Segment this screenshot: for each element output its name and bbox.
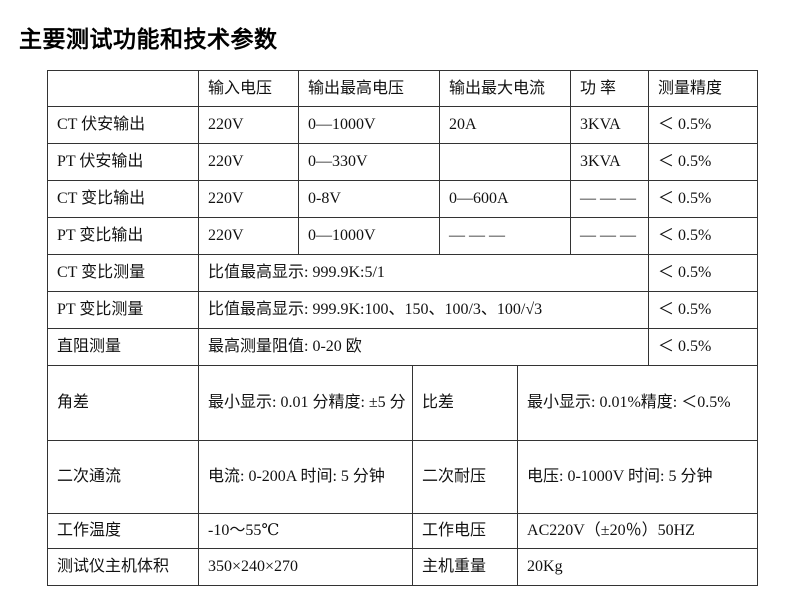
cell-max-output-current <box>439 143 572 181</box>
table-row-ct-ratio-measure: CT 变比测量 比值最高显示: 999.9K:5/1 ＜ 0.5% <box>47 254 759 292</box>
cell-value-left: 350×240×270 <box>198 548 413 586</box>
table-row-dc-resistance-measure: 直阻测量 最高测量阻值: 0-20 欧 ＜ 0.5% <box>47 328 759 366</box>
cell-accuracy: ＜ 0.5% <box>648 143 759 181</box>
row-label-right: 工作电压 <box>411 513 519 549</box>
cell-value-right: 20Kg <box>517 548 759 586</box>
row-label-right: 主机重量 <box>411 548 519 586</box>
row-label: CT 变比输出 <box>47 180 199 218</box>
header-input-voltage: 输入电压 <box>198 70 299 107</box>
cell-value-right: 最小显示: 0.01%精度: ＜0.5% <box>517 365 759 441</box>
row-label: PT 伏安输出 <box>47 143 199 181</box>
cell-value-left: 电流: 0-200A 时间: 5 分钟 <box>198 440 413 514</box>
cell-power: — — — <box>570 180 650 218</box>
row-label-left: 工作温度 <box>47 513 199 549</box>
table-row-pt-va-output: PT 伏安输出 220V 0—330V 3KVA ＜ 0.5% <box>47 143 759 181</box>
table-row-pt-ratio-output: PT 变比输出 220V 0—1000V — — — — — — ＜ 0.5% <box>47 217 759 255</box>
header-max-output-voltage: 输出最高电压 <box>297 70 441 107</box>
row-label: CT 伏安输出 <box>47 106 199 144</box>
cell-merged-value: 最高测量阻值: 0-20 欧 <box>197 328 650 366</box>
row-label: PT 变比输出 <box>47 217 199 255</box>
cell-max-output-voltage: 0—1000V <box>297 106 441 144</box>
table-header-row: 输入电压 输出最高电压 输出最大电流 功 率 测量精度 <box>47 70 759 107</box>
header-blank-cell <box>47 70 199 107</box>
cell-max-output-current: — — — <box>439 217 572 255</box>
cell-input-voltage: 220V <box>198 217 299 255</box>
table-row-ct-va-output: CT 伏安输出 220V 0—1000V 20A 3KVA ＜ 0.5% <box>47 106 759 144</box>
header-max-output-current: 输出最大电流 <box>439 70 572 107</box>
row-label: 直阻测量 <box>47 328 199 366</box>
cell-accuracy: ＜ 0.5% <box>648 217 759 255</box>
row-label-left: 测试仪主机体积 <box>47 548 199 586</box>
cell-accuracy: ＜ 0.5% <box>648 106 759 144</box>
cell-value-left: -10～55℃ <box>198 513 413 549</box>
cell-accuracy: ＜ 0.5% <box>648 180 759 218</box>
cell-value-left: 最小显示: 0.01 分精度: ±5 分 <box>198 365 413 441</box>
cell-input-voltage: 220V <box>198 143 299 181</box>
spec-table: 输入电压 输出最高电压 输出最大电流 功 率 测量精度 CT 伏安输出 220V… <box>47 70 759 586</box>
cell-max-output-current: 0—600A <box>439 180 572 218</box>
header-accuracy: 测量精度 <box>648 70 759 107</box>
cell-power: 3KVA <box>570 143 650 181</box>
cell-input-voltage: 220V <box>198 106 299 144</box>
header-power: 功 率 <box>570 70 650 107</box>
cell-accuracy: ＜ 0.5% <box>648 254 759 292</box>
cell-accuracy: ＜ 0.5% <box>648 328 759 366</box>
cell-max-output-current: 20A <box>439 106 572 144</box>
row-label-right: 比差 <box>411 365 519 441</box>
table-row-ct-ratio-output: CT 变比输出 220V 0-8V 0—600A — — — ＜ 0.5% <box>47 180 759 218</box>
cell-value-right: AC220V（±20％）50HZ <box>517 513 759 549</box>
cell-power: — — — <box>570 217 650 255</box>
row-label: PT 变比测量 <box>47 291 199 329</box>
table-row-working-temperature: 工作温度 -10～55℃ 工作电压 AC220V（±20％）50HZ <box>47 513 759 549</box>
cell-max-output-voltage: 0—1000V <box>297 217 441 255</box>
cell-value-right: 电压: 0-1000V 时间: 5 分钟 <box>517 440 759 514</box>
page-title: 主要测试功能和技术参数 <box>19 27 278 52</box>
table-row-secondary-current: 二次通流 电流: 0-200A 时间: 5 分钟 二次耐压 电压: 0-1000… <box>47 440 759 514</box>
cell-merged-value: 比值最高显示: 999.9K:5/1 <box>197 254 650 292</box>
row-label-right: 二次耐压 <box>411 440 519 514</box>
cell-accuracy: ＜ 0.5% <box>648 291 759 329</box>
table-row-pt-ratio-measure: PT 变比测量 比值最高显示: 999.9K:100、150、100/3、100… <box>47 291 759 329</box>
row-label-left: 角差 <box>47 365 199 441</box>
cell-merged-value: 比值最高显示: 999.9K:100、150、100/3、100/√3 <box>197 291 650 329</box>
table-row-host-dimensions: 测试仪主机体积 350×240×270 主机重量 20Kg <box>47 548 759 586</box>
row-label: CT 变比测量 <box>47 254 199 292</box>
cell-input-voltage: 220V <box>198 180 299 218</box>
cell-max-output-voltage: 0-8V <box>297 180 441 218</box>
cell-power: 3KVA <box>570 106 650 144</box>
cell-max-output-voltage: 0—330V <box>297 143 441 181</box>
row-label-left: 二次通流 <box>47 440 199 514</box>
table-row-angle-error: 角差 最小显示: 0.01 分精度: ±5 分 比差 最小显示: 0.01%精度… <box>47 365 759 441</box>
